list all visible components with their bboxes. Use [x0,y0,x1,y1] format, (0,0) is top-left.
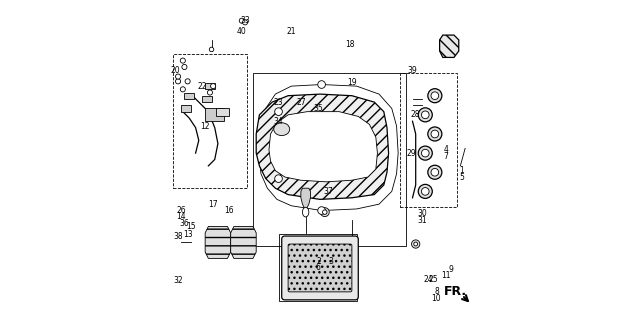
Circle shape [211,84,216,89]
Text: 1: 1 [460,166,465,175]
Circle shape [419,184,432,198]
Text: 30: 30 [417,209,427,218]
Circle shape [207,90,212,95]
Text: 7: 7 [444,152,449,161]
FancyBboxPatch shape [282,236,358,300]
Text: 21: 21 [287,27,296,36]
Circle shape [428,165,442,179]
Polygon shape [205,226,230,258]
Text: 27: 27 [296,98,306,107]
Circle shape [431,92,438,100]
Polygon shape [269,112,378,182]
Circle shape [318,207,325,214]
Text: 14: 14 [177,212,186,221]
Circle shape [243,20,248,25]
Text: 17: 17 [209,200,218,209]
Text: 40: 40 [237,27,247,36]
Circle shape [431,130,438,138]
Circle shape [175,74,180,79]
Text: 38: 38 [173,232,183,241]
Text: 37: 37 [323,187,333,196]
Text: 20: 20 [170,66,180,75]
Circle shape [419,146,432,160]
Text: 19: 19 [347,78,356,87]
Text: 12: 12 [200,122,210,130]
Ellipse shape [274,123,290,136]
Text: 31: 31 [417,216,427,225]
Text: 16: 16 [224,206,234,215]
Text: 10: 10 [431,294,441,303]
Circle shape [239,18,244,23]
FancyBboxPatch shape [288,244,352,292]
Circle shape [180,87,186,92]
Text: 39: 39 [408,66,417,75]
Text: 2: 2 [316,257,321,266]
Circle shape [414,242,418,246]
Circle shape [422,188,429,195]
Circle shape [428,127,442,141]
FancyBboxPatch shape [184,93,194,99]
Text: 33: 33 [240,16,250,25]
FancyBboxPatch shape [205,83,215,89]
Text: 13: 13 [183,230,193,239]
Circle shape [422,149,429,157]
FancyBboxPatch shape [202,96,212,102]
Ellipse shape [303,207,309,217]
Polygon shape [230,226,256,258]
Circle shape [175,79,180,84]
FancyBboxPatch shape [216,108,229,116]
Text: 28: 28 [411,110,420,119]
Circle shape [320,208,329,217]
FancyBboxPatch shape [205,108,224,121]
Text: 4: 4 [444,145,449,154]
Circle shape [275,108,282,115]
Text: 15: 15 [186,222,196,231]
Circle shape [431,168,438,176]
Text: 23: 23 [274,98,284,107]
Circle shape [185,79,190,84]
Text: 11: 11 [441,271,451,280]
Text: 36: 36 [180,219,189,228]
Text: 32: 32 [173,276,183,285]
Text: 25: 25 [428,275,438,284]
Text: 22: 22 [197,82,207,91]
Circle shape [182,64,187,70]
Circle shape [412,240,420,248]
Circle shape [209,47,214,52]
Circle shape [275,175,282,182]
Circle shape [419,108,432,122]
Circle shape [180,58,186,63]
Text: 3: 3 [329,257,333,266]
Circle shape [422,111,429,119]
Circle shape [318,81,325,88]
Polygon shape [256,94,388,199]
Text: 8: 8 [434,287,439,296]
Text: 26: 26 [177,206,186,215]
Circle shape [428,89,442,103]
Circle shape [323,210,327,214]
Text: 9: 9 [449,265,453,274]
Text: FR.: FR. [444,286,467,298]
Text: 5: 5 [460,173,465,182]
Text: 34: 34 [274,117,284,126]
Text: 18: 18 [346,40,355,49]
Polygon shape [440,35,459,57]
Text: 35: 35 [314,104,323,113]
Polygon shape [301,188,310,211]
Text: 29: 29 [406,149,416,158]
FancyBboxPatch shape [181,105,191,112]
Text: 6: 6 [316,263,321,272]
Text: 24: 24 [424,275,433,284]
